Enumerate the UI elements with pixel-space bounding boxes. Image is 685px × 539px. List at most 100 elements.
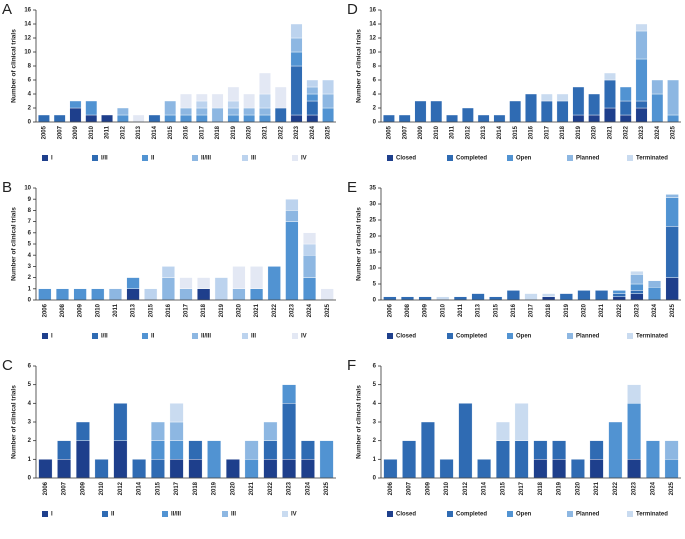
bar-segment [489,296,503,301]
bar-segment [214,277,228,301]
bar-segment [232,288,246,301]
bar-segment [85,100,98,116]
legend-label: I/II [101,156,108,162]
y-tick-label: 2 [373,438,377,444]
bar-segment [514,440,529,479]
legend-swatch [447,511,453,517]
x-tick-label: 2009 [73,125,79,139]
bar-segment [300,440,315,460]
bar-segment [113,440,128,479]
bar-segment [627,403,642,460]
x-tick-label: 2024 [307,303,313,317]
bar-segment [436,296,450,301]
legend-swatch [92,333,98,339]
x-tick-label: 2012 [118,481,124,495]
y-axis-label: Number of clinical trials [356,29,363,103]
bar-segment [458,403,473,479]
bar-segment [418,296,432,301]
legend-label: Terminated [636,512,668,518]
x-tick-label: 2011 [113,303,119,317]
bar-segment [664,440,679,460]
legend-swatch [567,333,573,339]
bar-segment [195,107,208,116]
x-tick-label: 2010 [89,125,95,139]
bar-segment [540,93,553,102]
x-tick-label: 2020 [237,303,243,317]
bar-segment [420,421,435,479]
y-tick-label: 25 [369,218,376,224]
bar-segment [651,79,664,95]
y-tick-label: 2 [28,275,32,281]
x-tick-label: 2019 [576,125,582,139]
legend-label: Open [516,512,532,518]
bar-segment [495,421,510,441]
legend-swatch [627,155,633,161]
bar-segment [552,459,567,479]
bar-segment [180,114,192,123]
bar-segment [180,93,192,109]
bar-segment [635,100,648,109]
bar-segment [604,107,616,123]
x-tick-label: 2013 [136,125,142,139]
y-tick-label: 10 [369,266,376,272]
legend-swatch [387,511,393,517]
x-tick-label: 2009 [423,303,429,317]
bar-segment [227,100,240,109]
legend-swatch [192,155,198,161]
x-tick-label: 2016 [184,125,190,139]
bar-segment [630,293,644,301]
y-tick-label: 4 [373,401,377,407]
x-tick-label: 2014 [497,125,503,139]
bar-segment [572,86,585,116]
bar-segment [116,107,129,116]
x-tick-label: 2023 [294,125,300,139]
x-tick-label: 2019 [564,303,570,317]
bar-segment [559,293,573,301]
x-tick-label: 2023 [289,303,295,317]
x-tick-label: 2008 [60,303,66,317]
x-tick-label: 2019 [212,481,218,495]
bar-segment [207,440,222,479]
y-axis-label: Number of clinical trials [356,385,363,459]
x-tick-label: 2006 [42,303,48,317]
x-tick-label: 2021 [263,125,269,139]
legend-label: I [51,512,53,518]
bar-segment [556,93,569,102]
y-tick-label: 6 [28,78,32,84]
x-tick-label: 2013 [476,303,482,317]
bar-segment [414,100,427,123]
bar-segment [169,403,184,423]
x-tick-label: 2025 [671,125,677,139]
bar-segment [461,107,474,123]
x-tick-label: 2018 [560,125,566,139]
x-tick-label: 2025 [326,125,332,139]
y-tick-label: 6 [373,364,377,370]
x-tick-label: 2013 [131,303,137,317]
x-tick-label: 2024 [650,481,656,495]
bar-segment [108,288,122,301]
bar-segment [227,107,240,116]
x-tick-label: 2018 [546,303,552,317]
bar-segment [630,290,644,294]
legend-swatch [242,155,248,161]
legend-swatch [142,155,148,161]
x-tick-label: 2015 [148,303,154,317]
legend-swatch [92,155,98,161]
bar-segment [179,277,193,290]
bar-segment [647,280,662,288]
x-tick-label: 2016 [529,125,535,139]
x-tick-label: 2015 [513,125,519,139]
x-tick-label: 2007 [57,125,63,139]
bar-segment [477,459,492,479]
bar-segment [38,288,52,301]
bar-segment [514,403,529,441]
x-tick-label: 2020 [575,481,581,495]
legend-swatch [42,333,48,339]
legend-swatch [162,511,168,517]
panel-label: D [347,1,358,18]
x-tick-label: 2014 [137,481,143,495]
x-tick-label: 2020 [592,125,598,139]
x-tick-label: 2022 [617,303,623,317]
bar-segment [290,37,303,53]
bar-segment [188,459,203,479]
